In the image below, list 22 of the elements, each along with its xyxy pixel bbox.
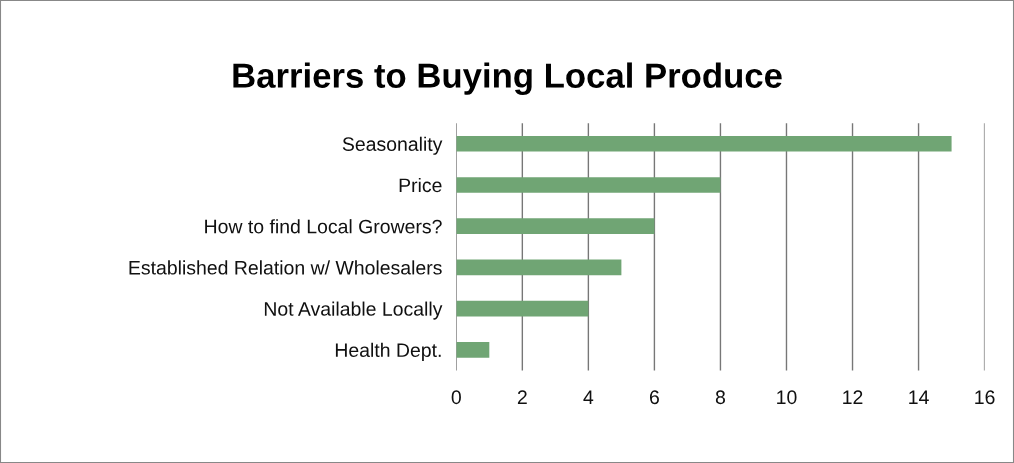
bar [456, 218, 655, 234]
bar [456, 177, 721, 193]
x-tick-label: 4 [583, 390, 594, 404]
x-tick-label: 8 [715, 390, 726, 405]
y-tick-label: How to find Local Growers? [205, 219, 442, 234]
y-tick-label: Health Dept. [335, 342, 441, 361]
x-tick-label: 14 [909, 390, 929, 404]
chart-title: Barriers to Buying Local Produce [233, 62, 782, 95]
x-tick-label: 0 [451, 390, 461, 405]
y-tick-label: Seasonality [342, 136, 443, 155]
x-tick-label: 16 [975, 390, 995, 405]
x-tick-label: 2 [517, 390, 527, 404]
y-tick-label: Established Relation w/ Wholesalers [129, 260, 442, 275]
bar [456, 300, 589, 317]
bar [456, 135, 952, 152]
x-tick-label: 12 [843, 390, 863, 404]
x-tick-label: 10 [777, 390, 797, 405]
x-tick-label: 6 [649, 390, 659, 405]
bar [456, 341, 490, 358]
y-tick-label: Price [399, 177, 442, 193]
y-tick-label: Not Available Locally [264, 301, 443, 320]
bar [456, 259, 622, 276]
